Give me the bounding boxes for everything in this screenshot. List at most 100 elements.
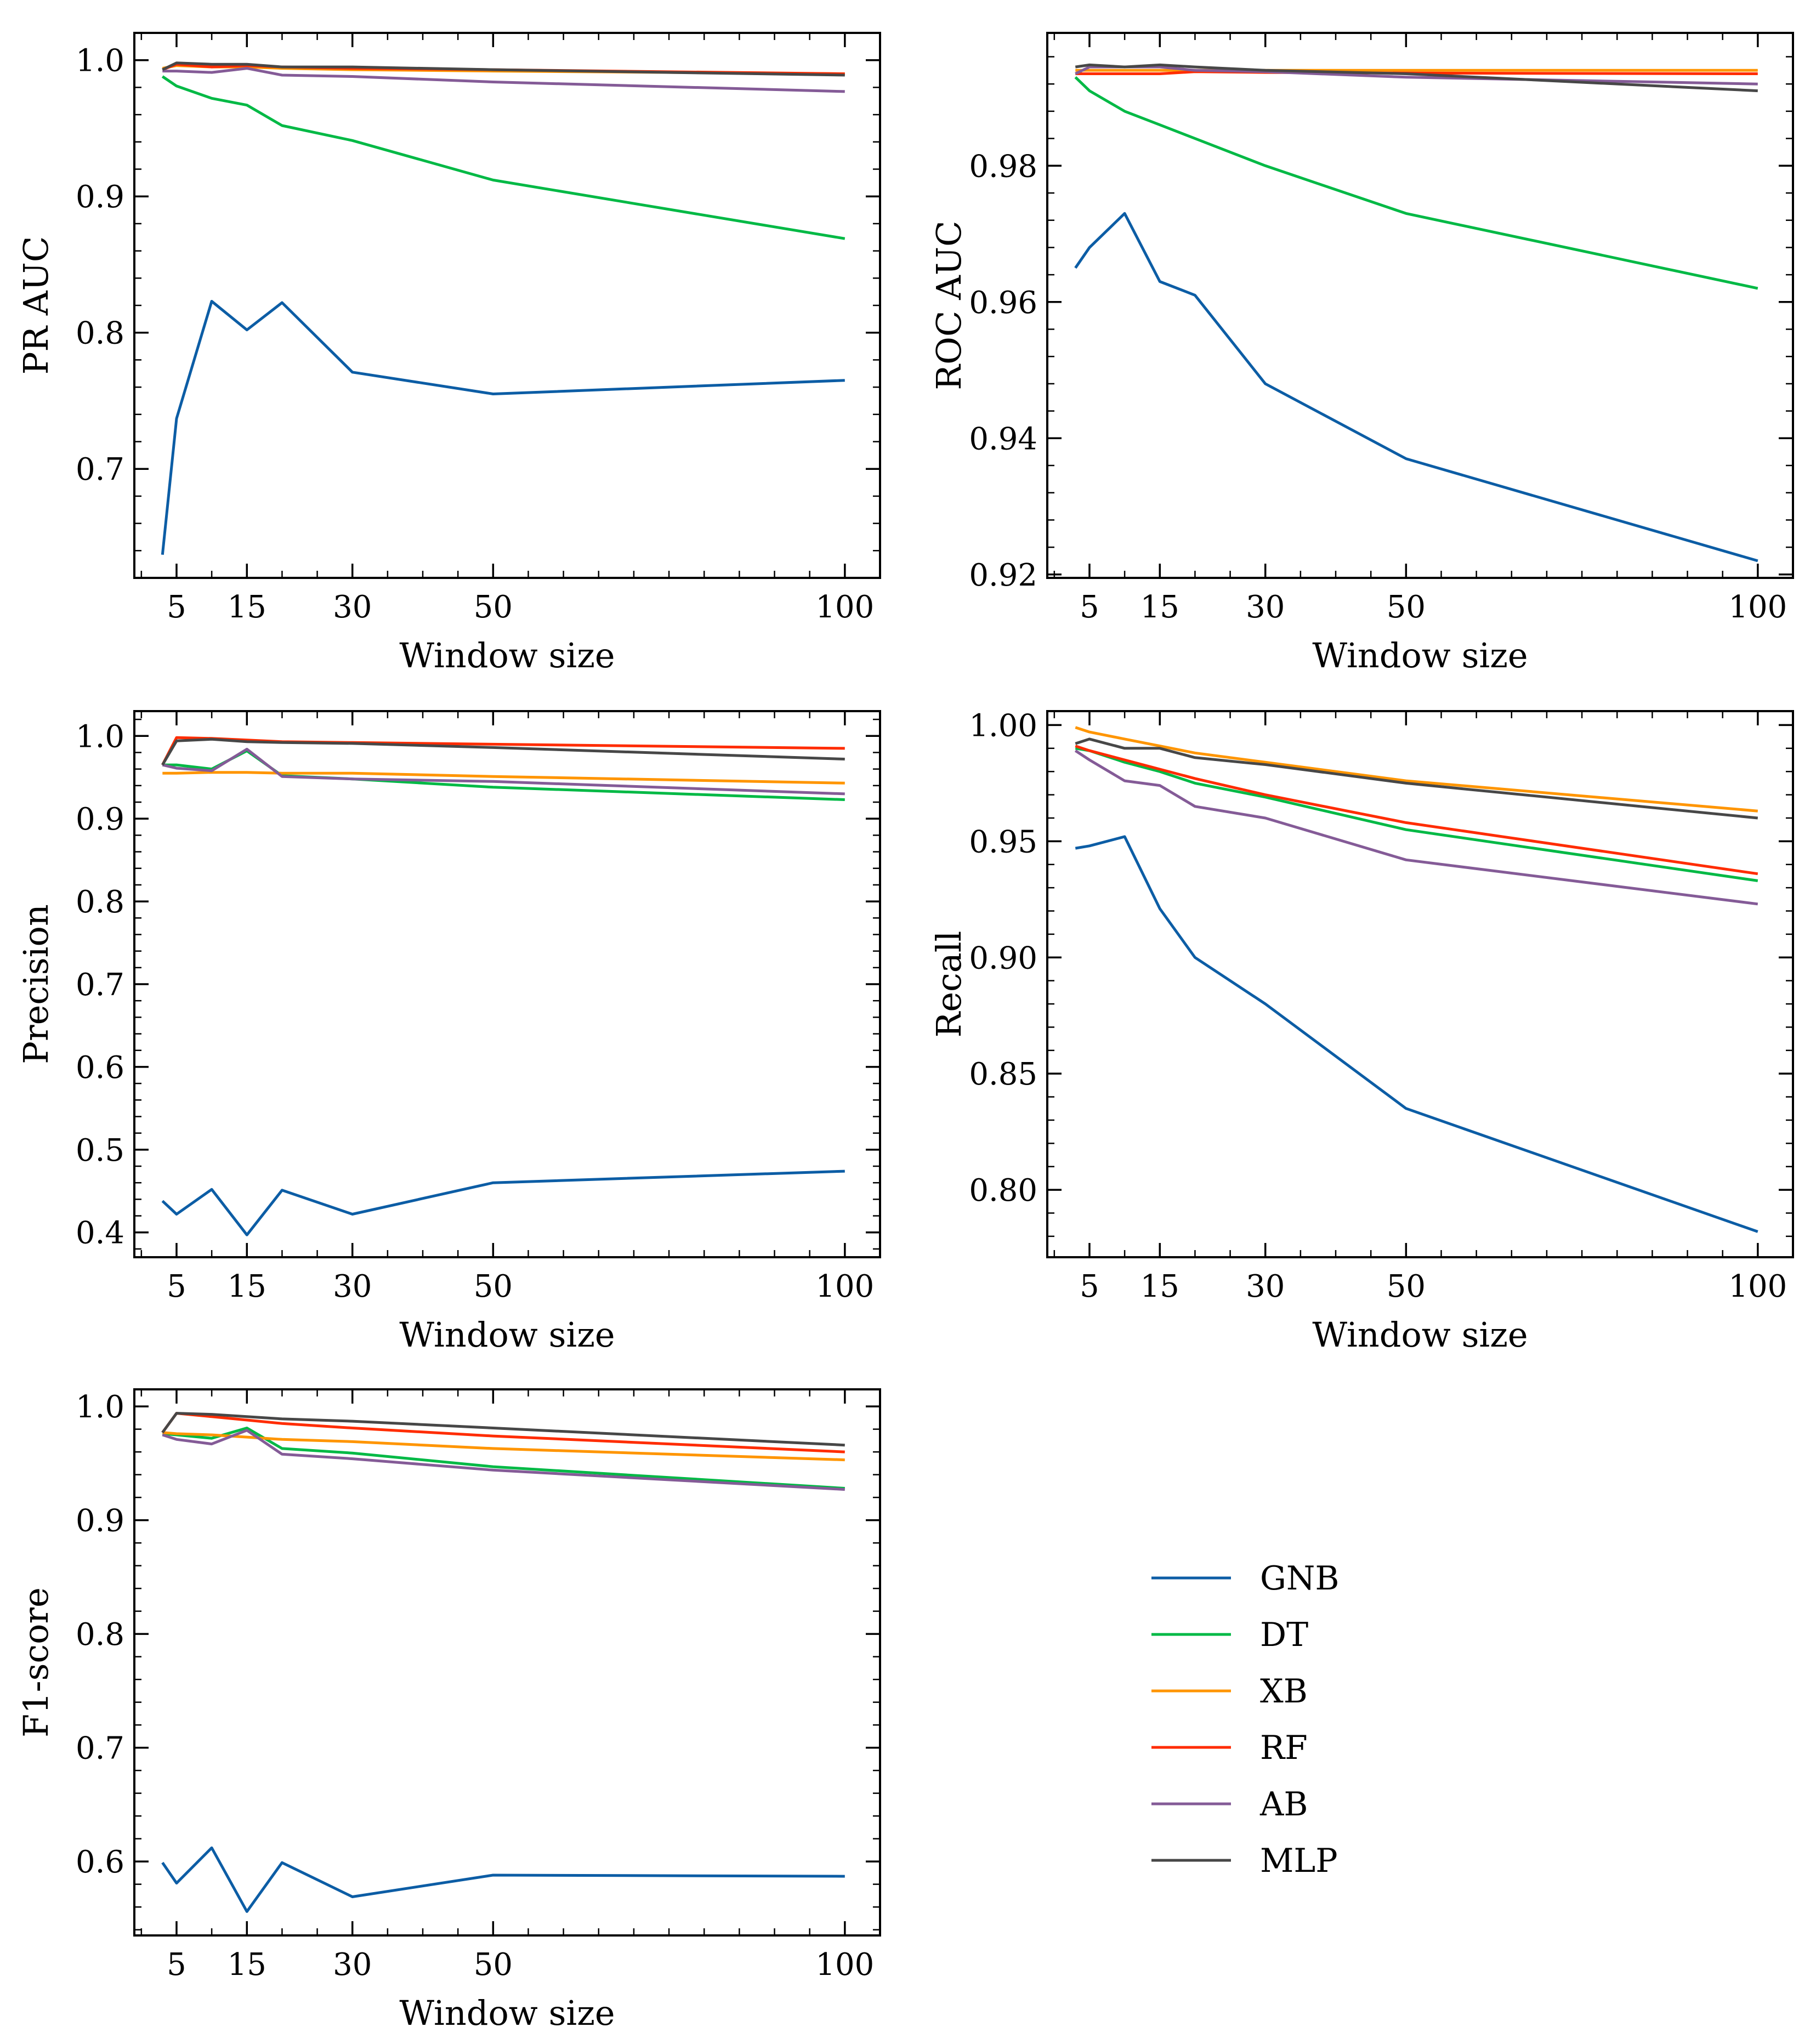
legend-item-ab: AB — [1151, 1785, 1308, 1824]
chart-panel-5: 5 15 30 50 100 0.6 0.7 0.8 0.9 1.0 Window size F1-s… — [16, 1388, 881, 2033]
series-line-xb — [162, 771, 845, 785]
chart-panel-2: 5 15 30 50 100 0.92 0.94 0.96 0.98 Window size ROC… — [929, 32, 1794, 675]
x-tick-label: 50 — [474, 589, 513, 625]
x-axis-label: Window size — [399, 1315, 615, 1355]
y-axis-label: Recall — [929, 931, 969, 1038]
series-line-ab — [1075, 65, 1758, 86]
y-tick-label: 0.7 — [76, 967, 124, 1003]
y-tick-label: 0.7 — [76, 452, 124, 487]
x-tick-label: 5 — [167, 1269, 186, 1304]
x-tick-label: 100 — [1728, 589, 1787, 625]
series-line-mlp — [1075, 63, 1758, 93]
x-axis-label: Window size — [1312, 1315, 1528, 1355]
x-tick-label: 5 — [1080, 589, 1099, 625]
x-tick-label: 15 — [228, 1947, 266, 1983]
x-axis-label: Window size — [399, 635, 615, 675]
y-tick-label: 0.5 — [76, 1133, 124, 1168]
series-line-ab — [162, 1429, 845, 1491]
y-tick-label: 0.4 — [76, 1216, 124, 1251]
x-tick-label: 5 — [1080, 1269, 1099, 1304]
series-line-ab — [1074, 750, 1758, 906]
chart-panel-3: 5 15 30 50 100 0.4 0.5 0.6 0.7 0.8 0.9 1.0 Window si… — [16, 710, 881, 1355]
x-tick-label: 100 — [815, 1269, 874, 1304]
y-tick-label: 0.96 — [969, 285, 1037, 321]
series-line-mlp — [1075, 737, 1758, 820]
y-axis-label: PR AUC — [16, 236, 56, 375]
series-line-mlp — [161, 1412, 845, 1447]
chart-panel-4: 5 15 30 50 100 0.80 0.85 0.90 0.95 1.00 Window siz… — [929, 708, 1794, 1355]
legend-label: GNB — [1260, 1559, 1340, 1598]
series-line-ab — [162, 67, 845, 93]
series-line-rf — [1075, 745, 1758, 876]
x-tick-label: 30 — [333, 1947, 372, 1983]
series-line-gnb — [161, 300, 845, 555]
y-tick-label: 1.0 — [76, 43, 124, 79]
x-tick-label: 100 — [815, 589, 874, 625]
y-tick-label: 1.0 — [76, 1389, 124, 1425]
plot-frame — [1046, 32, 1794, 579]
y-tick-label: 0.92 — [969, 558, 1037, 593]
plot-frame — [1046, 710, 1794, 1258]
x-tick-label: 5 — [167, 589, 186, 625]
x-tick-label: 30 — [1246, 589, 1285, 625]
x-tick-label: 15 — [228, 1269, 266, 1304]
series-line-ab — [162, 747, 845, 796]
y-tick-label: 0.80 — [969, 1173, 1037, 1208]
x-tick-label: 30 — [1246, 1269, 1285, 1304]
x-axis-label: Window size — [399, 1993, 615, 2033]
y-tick-label: 0.6 — [76, 1050, 124, 1086]
y-tick-label: 0.9 — [76, 179, 124, 215]
y-axis-label: Precision — [16, 904, 56, 1064]
legend-label: AB — [1259, 1785, 1308, 1824]
y-tick-label: 0.85 — [969, 1057, 1037, 1092]
legend: GNB DT XB RF AB MLP — [1151, 1559, 1340, 1880]
legend-item-xb: XB — [1151, 1672, 1308, 1711]
legend-label: RF — [1260, 1729, 1308, 1767]
series-line-xb — [162, 1431, 845, 1462]
legend-item-rf: RF — [1151, 1729, 1308, 1767]
series-line-mlp — [162, 61, 845, 77]
x-tick-label: 15 — [1140, 589, 1179, 625]
y-axis-label: ROC AUC — [929, 220, 969, 390]
series-line-gnb — [1074, 212, 1758, 563]
legend-item-dt: DT — [1151, 1616, 1308, 1654]
y-tick-label: 0.90 — [969, 940, 1037, 976]
y-tick-label: 0.8 — [76, 1617, 124, 1653]
plot-frame — [133, 1388, 881, 1937]
legend-item-gnb: GNB — [1151, 1559, 1340, 1598]
y-tick-label: 0.94 — [969, 421, 1037, 457]
x-tick-label: 15 — [1140, 1269, 1179, 1304]
series-line-xb — [1075, 726, 1758, 813]
y-tick-label: 1.00 — [969, 708, 1037, 743]
y-tick-label: 0.8 — [76, 884, 124, 920]
series-line-dt — [1074, 76, 1758, 290]
x-tick-label: 50 — [1387, 1269, 1426, 1304]
x-tick-label: 30 — [333, 589, 372, 625]
x-axis-label: Window size — [1312, 635, 1528, 675]
x-tick-label: 30 — [333, 1269, 372, 1304]
y-tick-label: 0.9 — [76, 802, 124, 837]
x-tick-label: 5 — [167, 1947, 186, 1983]
series-line-gnb — [161, 1169, 845, 1236]
x-tick-label: 50 — [474, 1947, 513, 1983]
legend-item-mlp: MLP — [1151, 1842, 1338, 1880]
legend-label: MLP — [1260, 1842, 1338, 1880]
series-line-gnb — [161, 1846, 845, 1913]
y-tick-label: 0.6 — [76, 1844, 124, 1880]
y-axis-label: F1-score — [16, 1587, 56, 1738]
y-tick-label: 0.98 — [969, 149, 1037, 184]
y-tick-label: 0.95 — [969, 824, 1037, 860]
x-tick-label: 15 — [228, 589, 266, 625]
y-tick-label: 0.7 — [76, 1731, 124, 1767]
y-tick-label: 0.9 — [76, 1503, 124, 1539]
legend-label: DT — [1260, 1616, 1308, 1654]
series-line-dt — [161, 75, 845, 240]
y-tick-label: 1.0 — [76, 719, 124, 754]
y-tick-label: 0.8 — [76, 316, 124, 351]
x-tick-label: 100 — [815, 1947, 874, 1983]
chart-panel-1: 5 15 30 50 100 0.7 0.8 0.9 1.0 Window size PR AUC — [16, 32, 881, 675]
x-tick-label: 100 — [1728, 1269, 1787, 1304]
